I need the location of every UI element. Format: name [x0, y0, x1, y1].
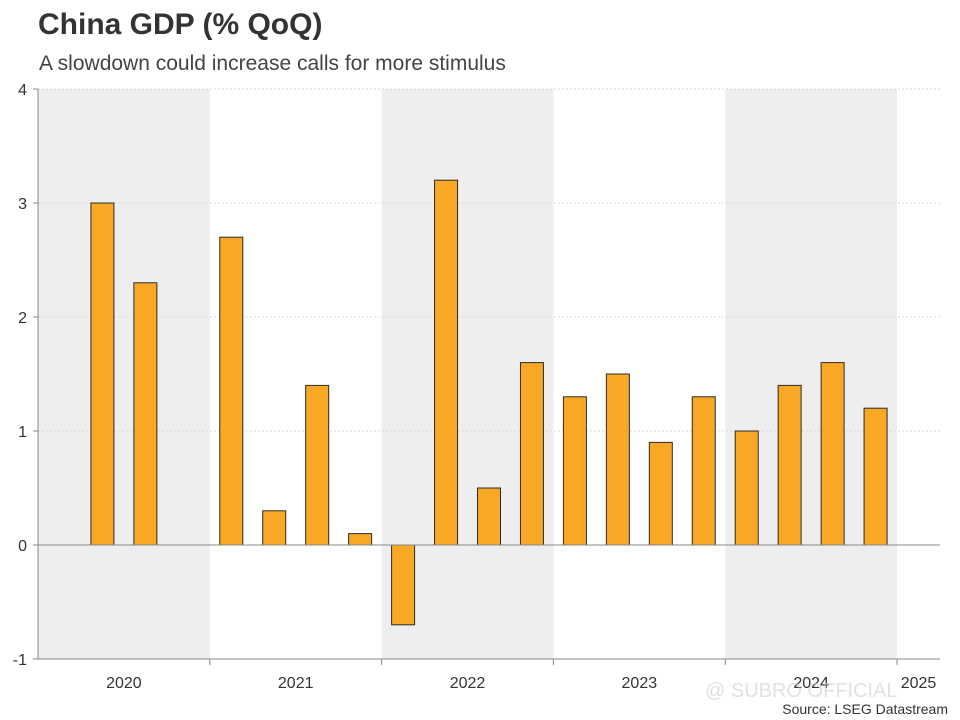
bar [133, 282, 158, 546]
chart-subtitle: A slowdown could increase calls for more… [39, 52, 506, 75]
x-tick-label: 2025 [901, 675, 937, 692]
bar [691, 396, 716, 546]
axes [33, 88, 940, 665]
bar [262, 510, 287, 546]
chart-title: China GDP (% QoQ) [38, 8, 323, 41]
bar [90, 202, 115, 546]
x-tick-label: 2022 [450, 675, 486, 692]
x-tick-label: 2020 [106, 675, 142, 692]
y-tick-label: 0 [18, 538, 27, 555]
bar [219, 236, 244, 546]
bar [348, 533, 373, 546]
bar [863, 407, 888, 546]
y-tick-label: 2 [18, 310, 27, 327]
bar [434, 179, 459, 546]
bars [90, 179, 888, 626]
source-note: Source: LSEG Datastream [782, 701, 948, 717]
bar [562, 396, 587, 546]
bar [648, 441, 673, 546]
x-tick-label: 2021 [278, 675, 314, 692]
y-tick-label: -1 [13, 652, 27, 669]
x-tick-label: 2023 [622, 675, 658, 692]
bar [605, 373, 630, 546]
bar [519, 362, 544, 546]
x-tick-label: 2024 [793, 675, 829, 692]
year-shade-2020 [38, 89, 210, 659]
y-tick-label: 1 [18, 424, 27, 441]
year-shading [38, 89, 898, 659]
watermark-text: @ SUBRO OFFICIAL [705, 680, 898, 702]
bar [305, 384, 330, 546]
bar [777, 384, 802, 546]
bar [734, 430, 759, 546]
year-shade-2024 [725, 89, 898, 659]
y-tick-label: 3 [18, 196, 27, 213]
bar [391, 544, 416, 626]
bar [820, 362, 845, 546]
y-tick-label: 4 [18, 82, 27, 99]
bar [477, 487, 501, 546]
axis-labels: 2020 2021 2022 2023 2024 2025 -1 0 1 2 3 4 [13, 82, 937, 692]
